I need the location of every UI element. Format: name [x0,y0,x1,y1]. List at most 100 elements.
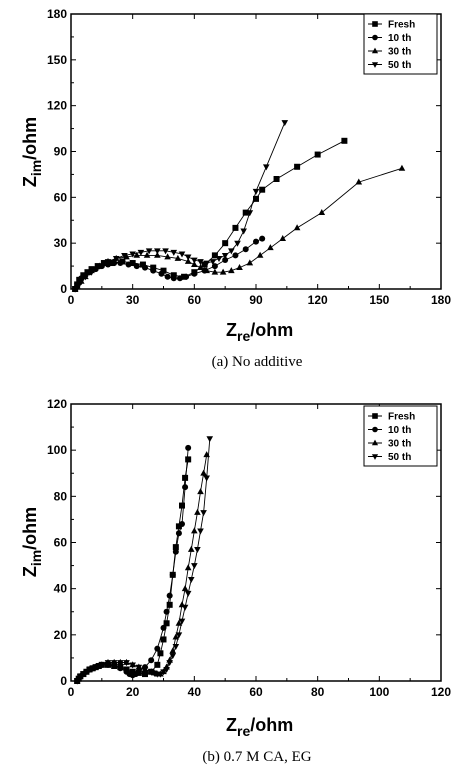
data-point [179,521,185,528]
data-point [222,240,229,247]
data-point [154,248,161,255]
data-point [145,248,153,255]
data-point [141,667,149,674]
data-point [175,530,182,537]
data-point [150,264,157,271]
legend-label: 10 th [388,33,411,44]
data-point [191,527,198,534]
data-point [111,260,118,267]
data-point [112,256,120,263]
series-line [74,167,403,290]
legend-label: 50 th [388,452,411,463]
series-10-th [72,235,266,292]
data-point [92,664,99,671]
data-point [267,244,274,251]
data-point [203,260,210,267]
legend-marker [371,454,379,460]
data-point [184,590,192,597]
data-point [121,252,128,259]
data-point [206,436,214,443]
data-point [178,251,186,258]
data-point [110,660,118,667]
legend-item: 10 th [368,425,411,436]
data-point [201,261,208,268]
legend-label: 10 th [388,425,411,436]
data-point [211,268,219,275]
data-point [148,657,155,664]
data-point [133,251,141,258]
data-point [200,510,207,517]
x-tick-label: 30 [126,293,140,307]
data-point [294,163,301,170]
data-point [273,176,280,182]
data-point [221,252,229,259]
chart-a-caption: (a) No additive [212,354,303,370]
data-point [117,665,124,672]
data-point [259,186,266,193]
legend-item: 10 th [368,33,411,44]
data-point [253,195,259,202]
x-tick-label: 150 [369,293,389,307]
data-point [154,251,161,258]
data-point [191,260,198,267]
data-point [160,624,167,631]
data-point [169,653,177,660]
data-point [139,261,146,268]
data-point [76,673,84,680]
data-point [104,660,112,667]
y-axis-label: Zim/ohm [20,507,44,577]
data-point [154,645,161,652]
data-point [184,257,192,264]
legend-marker [372,34,378,41]
data-point [157,671,164,678]
data-point [100,260,107,267]
y-tick-label: 40 [54,582,68,596]
data-point [166,592,173,599]
data-point [170,275,177,282]
data-point [176,275,183,282]
y-tick-label: 120 [47,397,67,411]
x-tick-label: 0 [68,685,75,699]
data-point [240,228,247,235]
data-point [80,671,87,678]
data-point [175,523,182,530]
data-point [191,563,198,570]
data-point [98,662,106,669]
data-point [163,620,170,627]
data-point [222,256,229,263]
data-point [160,669,167,676]
series-line [76,459,189,682]
legend-item: Fresh [368,20,415,31]
data-point [184,254,192,261]
y-tick-label: 180 [47,7,67,21]
series-30-th [73,451,210,684]
legend-label: 30 th [388,47,411,58]
y-tick-label: 90 [54,145,68,159]
data-point [279,234,287,241]
y-tick-label: 60 [54,536,68,550]
data-point [182,484,189,491]
data-point [355,178,363,185]
data-point [232,252,239,259]
data-point [232,224,239,231]
data-point [187,545,195,552]
data-point [197,488,204,495]
y-axis-label: Zim/ohm [20,117,44,187]
x-tick-label: 60 [249,685,263,699]
data-point [246,210,254,217]
series-30-th [71,164,406,292]
data-point [160,636,167,643]
data-point [143,251,151,258]
legend: Fresh 10 th 30 th 50 th [363,13,438,75]
data-point [341,137,348,144]
data-point [398,164,406,171]
data-point [185,444,192,451]
data-point [163,667,170,674]
y-tick-label: 30 [54,236,68,250]
chart-a: (a) No additive 0 30 60 90 120 150 180 0 30 60 90 1… [20,7,451,370]
data-point [175,632,183,639]
data-point [158,270,165,277]
data-point [203,267,210,274]
series-50-th [71,120,289,293]
